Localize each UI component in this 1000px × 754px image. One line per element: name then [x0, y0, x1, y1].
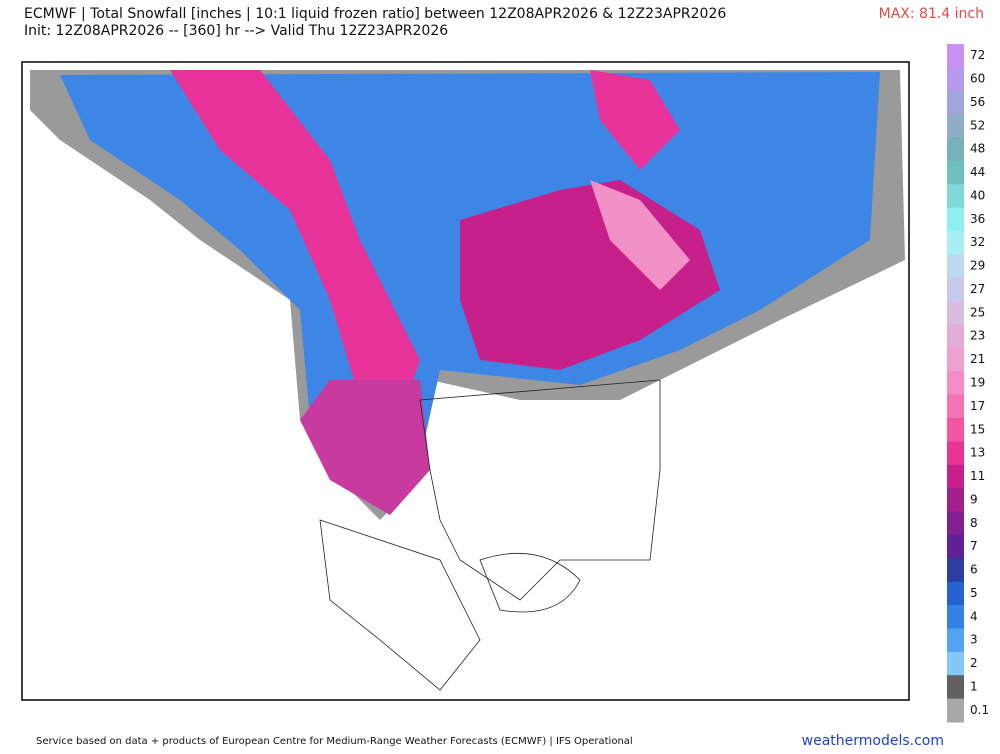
colorbar-label: 1 [970, 679, 978, 693]
colorbar-swatch [947, 160, 964, 185]
colorbar-label: 13 [970, 446, 985, 460]
snow-greenland [590, 70, 680, 170]
colorbar-label: 19 [970, 376, 985, 390]
colorbar-swatch [947, 441, 964, 466]
colorbar-label: 23 [970, 329, 985, 343]
colorbar-swatch [947, 44, 964, 68]
footer-source: Service based on data + products of Euro… [36, 736, 633, 747]
colorbar-label: 56 [970, 95, 985, 109]
colorbar-swatch [947, 464, 964, 489]
colorbar-swatch [947, 207, 964, 232]
colorbar-label: 11 [970, 469, 985, 483]
colorbar-swatch [947, 511, 964, 536]
colorbar-swatch [947, 605, 964, 629]
colorbar-label: 44 [970, 165, 985, 179]
colorbar-swatch [947, 114, 964, 139]
country-borders [319, 379, 661, 691]
colorbar-swatch [947, 184, 964, 209]
colorbar-swatch [947, 324, 964, 349]
colorbar-label: 2 [970, 656, 978, 670]
colorbar-swatch [947, 90, 964, 115]
colorbar-label: 6 [970, 563, 978, 577]
colorbar-label: 60 [970, 72, 985, 86]
colorbar-label: 17 [970, 399, 985, 413]
site-name[interactable]: weathermodels.com [802, 733, 944, 749]
title: ECMWF | Total Snowfall [inches | 10:1 li… [24, 6, 726, 22]
colorbar-label: 27 [970, 282, 985, 296]
colorbar-swatch [947, 254, 964, 279]
snow-peak [590, 180, 690, 290]
max-label: MAX: 81.4 inch [879, 6, 984, 22]
colorbar-label: 21 [970, 352, 985, 366]
colorbar-swatch [947, 651, 964, 676]
colorbar-label: 25 [970, 305, 985, 319]
colorbar-swatch [947, 558, 964, 583]
colorbar-swatch [947, 137, 964, 162]
gulf-coast [479, 552, 581, 613]
colorbar-label: 40 [970, 188, 985, 202]
colorbar-label: 9 [970, 492, 978, 506]
colorbar-swatch [947, 67, 964, 92]
colorbar-swatch [947, 394, 964, 419]
colorbar-label: 8 [970, 516, 978, 530]
colorbar: 7260565248444036322927252321191715131198… [947, 44, 989, 723]
colorbar-swatch [947, 698, 964, 723]
subtitle: Init: 12Z08APR2026 -- [360] hr --> Valid… [24, 23, 448, 39]
colorbar-swatch [947, 581, 964, 606]
colorbar-label: 48 [970, 142, 985, 156]
colorbar-swatch [947, 534, 964, 559]
colorbar-label: 7 [970, 539, 978, 553]
colorbar-label: 52 [970, 118, 985, 132]
colorbar-swatch [947, 347, 964, 372]
colorbar-swatch [947, 277, 964, 302]
colorbar-swatch [947, 301, 964, 326]
colorbar-label: 36 [970, 212, 985, 226]
snow-rockies [300, 380, 430, 515]
colorbar-label: 32 [970, 235, 985, 249]
colorbar-label: 72 [970, 48, 985, 62]
colorbar-swatch [947, 628, 964, 653]
colorbar-label: 4 [970, 609, 978, 623]
colorbar-label: 5 [970, 586, 978, 600]
colorbar-label: 29 [970, 259, 985, 273]
colorbar-label: 0.1 [970, 703, 989, 717]
colorbar-swatch [947, 371, 964, 396]
colorbar-label: 15 [970, 422, 985, 436]
colorbar-swatch [947, 231, 964, 255]
map [21, 61, 910, 701]
colorbar-swatch [947, 675, 964, 700]
snow-west [170, 70, 420, 420]
colorbar-swatch [947, 488, 964, 513]
colorbar-label: 3 [970, 633, 978, 647]
colorbar-swatch [947, 418, 964, 442]
